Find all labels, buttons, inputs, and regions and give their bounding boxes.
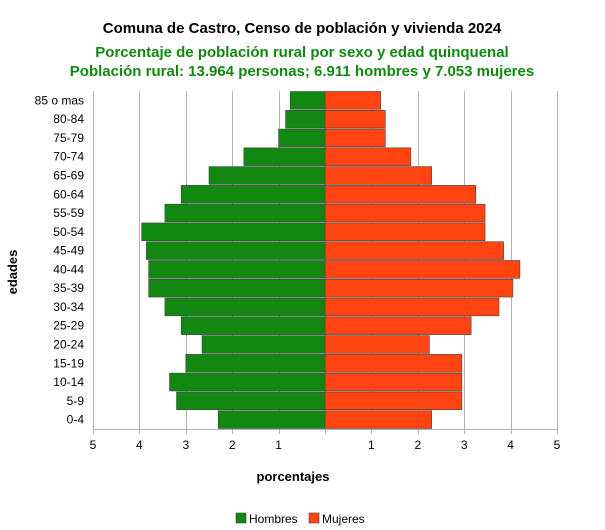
bar-hombres-40-44 xyxy=(148,260,326,279)
chart-title: Comuna de Castro, Censo de población y v… xyxy=(103,20,502,37)
bar-hombres-0-4 xyxy=(217,410,326,429)
y-tick-label: 70-74 xyxy=(53,150,84,164)
bar-mujeres-55-59 xyxy=(324,203,486,223)
bar-hombres-60-64 xyxy=(180,185,326,204)
x-tick-label: 5 xyxy=(90,438,97,452)
bar-mujeres-75-79 xyxy=(324,128,386,148)
bar-mujeres-65-69 xyxy=(324,166,433,185)
bar-hombres-10-14 xyxy=(169,372,326,392)
bar-mujeres-60-64 xyxy=(324,185,477,204)
bar-hombres-20-24 xyxy=(201,335,326,354)
y-tick-label: 45-49 xyxy=(53,244,84,258)
x-tick-labels: 5 4 3 2 1 1 2 3 4 5 xyxy=(90,438,561,452)
y-tick-label: 5-9 xyxy=(67,394,85,408)
bar-mujeres-80-84 xyxy=(324,109,386,129)
bar-hombres-15-19 xyxy=(185,354,326,373)
bar-mujeres-30-34 xyxy=(324,297,500,317)
bar-hombres-75-79 xyxy=(278,128,326,148)
y-tick-label: 85 o mas xyxy=(35,93,84,107)
legend-swatch-hombres xyxy=(235,512,247,524)
bar-mujeres-10-14 xyxy=(324,372,463,392)
y-axis-label: edades xyxy=(5,250,20,295)
legend-swatch-mujeres xyxy=(308,512,320,524)
bar-hombres-25-29 xyxy=(180,316,326,335)
bar-mujeres-50-54 xyxy=(324,222,486,242)
x-tick-label: 3 xyxy=(182,438,189,452)
x-tick-label: 1 xyxy=(368,438,375,452)
chart-subtitle: Porcentaje de población rural por sexo y… xyxy=(95,44,508,61)
y-tick-label: 15-19 xyxy=(53,356,84,370)
x-tick-label: 2 xyxy=(414,438,421,452)
bar-mujeres-25-29 xyxy=(324,316,472,335)
y-tick-label: 55-59 xyxy=(53,206,84,220)
legend: Hombres Mujeres xyxy=(235,512,365,526)
y-tick-label: 20-24 xyxy=(53,338,84,352)
bar-hombres-85-o-mas xyxy=(289,91,326,110)
y-tick-label: 40-44 xyxy=(53,262,84,276)
y-tick-label: 60-64 xyxy=(53,187,84,201)
legend-label-hombres: Hombres xyxy=(249,512,298,526)
bar-mujeres-5-9 xyxy=(324,391,463,411)
legend-label-mujeres: Mujeres xyxy=(322,512,365,526)
bar-hombres-65-69 xyxy=(208,166,326,185)
y-tick-label: 75-79 xyxy=(53,131,84,145)
bar-mujeres-40-44 xyxy=(324,260,521,279)
bar-hombres-70-74 xyxy=(243,147,326,166)
bar-hombres-45-49 xyxy=(146,241,326,260)
bar-mujeres-15-19 xyxy=(324,354,463,373)
x-tick-label: 1 xyxy=(275,438,282,452)
bar-hombres-30-34 xyxy=(164,297,326,317)
bar-mujeres-20-24 xyxy=(324,335,430,354)
y-tick-labels: 0-4 5-9 10-14 15-19 20-24 25-29 30-34 35-39 40-4… xyxy=(35,93,85,426)
x-tick-label: 5 xyxy=(554,438,561,452)
bar-mujeres-0-4 xyxy=(324,410,433,429)
x-tick-label: 3 xyxy=(461,438,468,452)
bars xyxy=(141,91,521,429)
y-tick-label: 65-69 xyxy=(53,169,84,183)
y-tick-label: 25-29 xyxy=(53,319,84,333)
bar-mujeres-35-39 xyxy=(324,278,514,298)
y-tick-label: 50-54 xyxy=(53,225,84,239)
bar-hombres-80-84 xyxy=(285,109,326,129)
y-tick-label: 10-14 xyxy=(53,375,84,389)
bar-mujeres-85-o-mas xyxy=(324,91,381,110)
y-tick-label: 0-4 xyxy=(67,413,85,427)
y-tick-label: 30-34 xyxy=(53,300,84,314)
bar-mujeres-45-49 xyxy=(324,241,504,260)
bar-hombres-5-9 xyxy=(176,391,326,411)
y-tick-label: 35-39 xyxy=(53,281,84,295)
bar-hombres-35-39 xyxy=(148,278,326,298)
bar-hombres-55-59 xyxy=(164,203,326,223)
x-axis-label: porcentajes xyxy=(257,469,330,484)
bar-hombres-50-54 xyxy=(141,222,326,242)
x-tick-label: 4 xyxy=(507,438,514,452)
bar-mujeres-70-74 xyxy=(324,147,412,166)
y-tick-label: 80-84 xyxy=(53,112,84,126)
chart-subtitle-totals: Población rural: 13.964 personas; 6.911 … xyxy=(70,63,534,80)
x-tick-label: 2 xyxy=(229,438,236,452)
x-tick-label: 4 xyxy=(136,438,143,452)
